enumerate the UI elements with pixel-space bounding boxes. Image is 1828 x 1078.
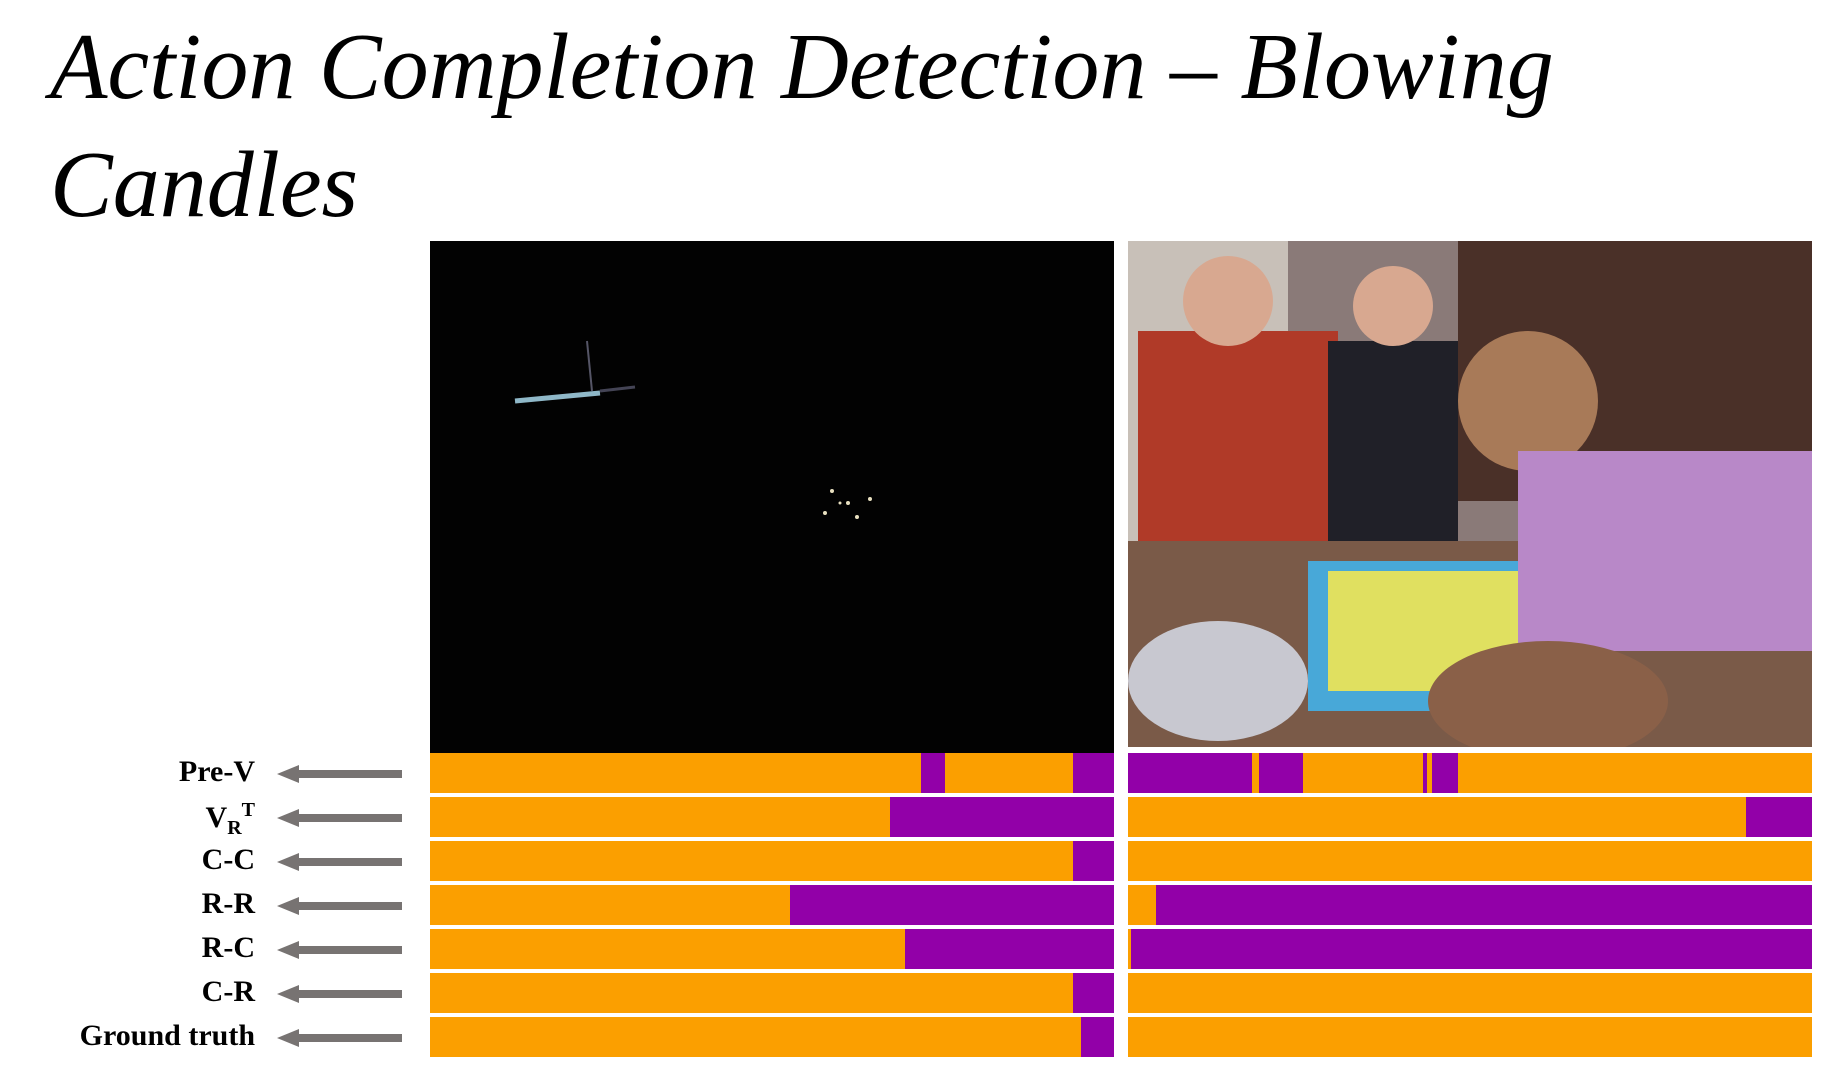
row-label: R-R: [202, 887, 255, 921]
birthday-photo: [1128, 241, 1812, 747]
timeline-segment-purple: [889, 797, 1114, 837]
timeline-segment-purple: [1072, 973, 1114, 1013]
row-label: VRT: [206, 799, 255, 840]
timeline-segment-purple: [905, 929, 1114, 969]
timeline-segment-orange: [430, 885, 790, 925]
timeline-segment-orange: [430, 1017, 1082, 1057]
left-arrow-icon: [277, 897, 402, 915]
timeline-segment-orange: [1426, 753, 1432, 793]
timeline-segment-orange: [945, 753, 1073, 793]
row-label-text: C-C: [201, 843, 255, 876]
timeline-bar-right: [1128, 929, 1812, 969]
left-arrow-icon: [277, 985, 402, 1003]
timeline-segment-purple: [1081, 1017, 1114, 1057]
light-streak: [514, 390, 601, 404]
timeline-segment-orange: [1128, 885, 1157, 925]
timeline-segment-purple: [1423, 753, 1427, 793]
candle-flames: [823, 489, 872, 519]
timeline-segment-purple: [1131, 929, 1812, 969]
timeline-segment-orange: [1128, 841, 1812, 881]
timeline-segment-purple: [1156, 885, 1812, 925]
timeline-bar-left: [430, 1017, 1114, 1057]
timeline-bar-left: [430, 797, 1114, 837]
left-arrow-icon: [277, 765, 402, 783]
timeline-segment-orange: [1128, 973, 1812, 1013]
timeline-bar-right: [1128, 753, 1812, 793]
row-label-text: R-R: [201, 887, 255, 920]
timeline-segment-purple: [1431, 753, 1459, 793]
girl: [1458, 331, 1598, 471]
row-label-superscript: T: [241, 799, 255, 821]
row-label-subscript: R: [227, 817, 242, 839]
timeline-segment-orange: [1128, 797, 1747, 837]
timeline-bar-right: [1128, 885, 1812, 925]
row-label: C-C: [202, 843, 255, 877]
dark-room-image: [514, 340, 872, 519]
light-streak: [586, 340, 593, 392]
left-arrow-icon: [277, 941, 402, 959]
timeline-segment-purple: [1258, 753, 1304, 793]
row-label-text: Ground truth: [79, 1019, 255, 1052]
row-label: R-C: [202, 931, 255, 965]
row-label-text: R-C: [201, 931, 255, 964]
timeline-segment-orange: [1458, 753, 1812, 793]
timeline-bar-left: [430, 841, 1114, 881]
left-arrow-icon: [277, 853, 402, 871]
timeline-bar-right: [1128, 841, 1812, 881]
timeline-segment-orange: [1251, 753, 1259, 793]
timeline-segment-orange: [1128, 929, 1132, 969]
video-frame-party: [1128, 241, 1812, 747]
timeline-segment-orange: [1128, 1017, 1812, 1057]
timeline-segment-orange: [1303, 753, 1424, 793]
row-label: C-R: [202, 975, 255, 1009]
timeline-segment-orange: [430, 753, 922, 793]
chocolate-cake: [1428, 641, 1668, 747]
row-label: Pre-V: [179, 755, 255, 789]
timeline-segment-orange: [430, 841, 1073, 881]
slide-title: Action Completion Detection – Blowing Ca…: [50, 15, 1554, 237]
timeline-segment-purple: [1128, 753, 1252, 793]
timeline-segment-purple: [789, 885, 1114, 925]
timeline-segment-purple: [921, 753, 946, 793]
boy-red-jacket: [1138, 331, 1338, 561]
timeline-segment-orange: [430, 929, 906, 969]
video-frame-dark: [430, 241, 1114, 753]
timeline-bar-left: [430, 929, 1114, 969]
timeline-bar-left: [430, 753, 1114, 793]
timeline-segment-orange: [430, 973, 1073, 1013]
left-arrow-icon: [277, 809, 402, 827]
timeline-segment-purple: [1746, 797, 1812, 837]
row-label-text: C-R: [201, 975, 255, 1008]
row-label: Ground truth: [80, 1019, 255, 1053]
timeline-bar-right: [1128, 797, 1812, 837]
light-streak: [599, 385, 636, 393]
row-label-text: V: [205, 801, 228, 834]
timeline-bar-right: [1128, 1017, 1812, 1057]
timeline-bar-left: [430, 885, 1114, 925]
left-arrow-icon: [277, 1029, 402, 1047]
timeline-segment-purple: [1072, 841, 1114, 881]
timeline-bar-left: [430, 973, 1114, 1013]
boy-black-jacket: [1328, 341, 1458, 541]
timeline-bar-right: [1128, 973, 1812, 1013]
row-label-text: Pre-V: [178, 755, 255, 788]
timeline-segment-purple: [1072, 753, 1114, 793]
timeline-segment-orange: [430, 797, 890, 837]
